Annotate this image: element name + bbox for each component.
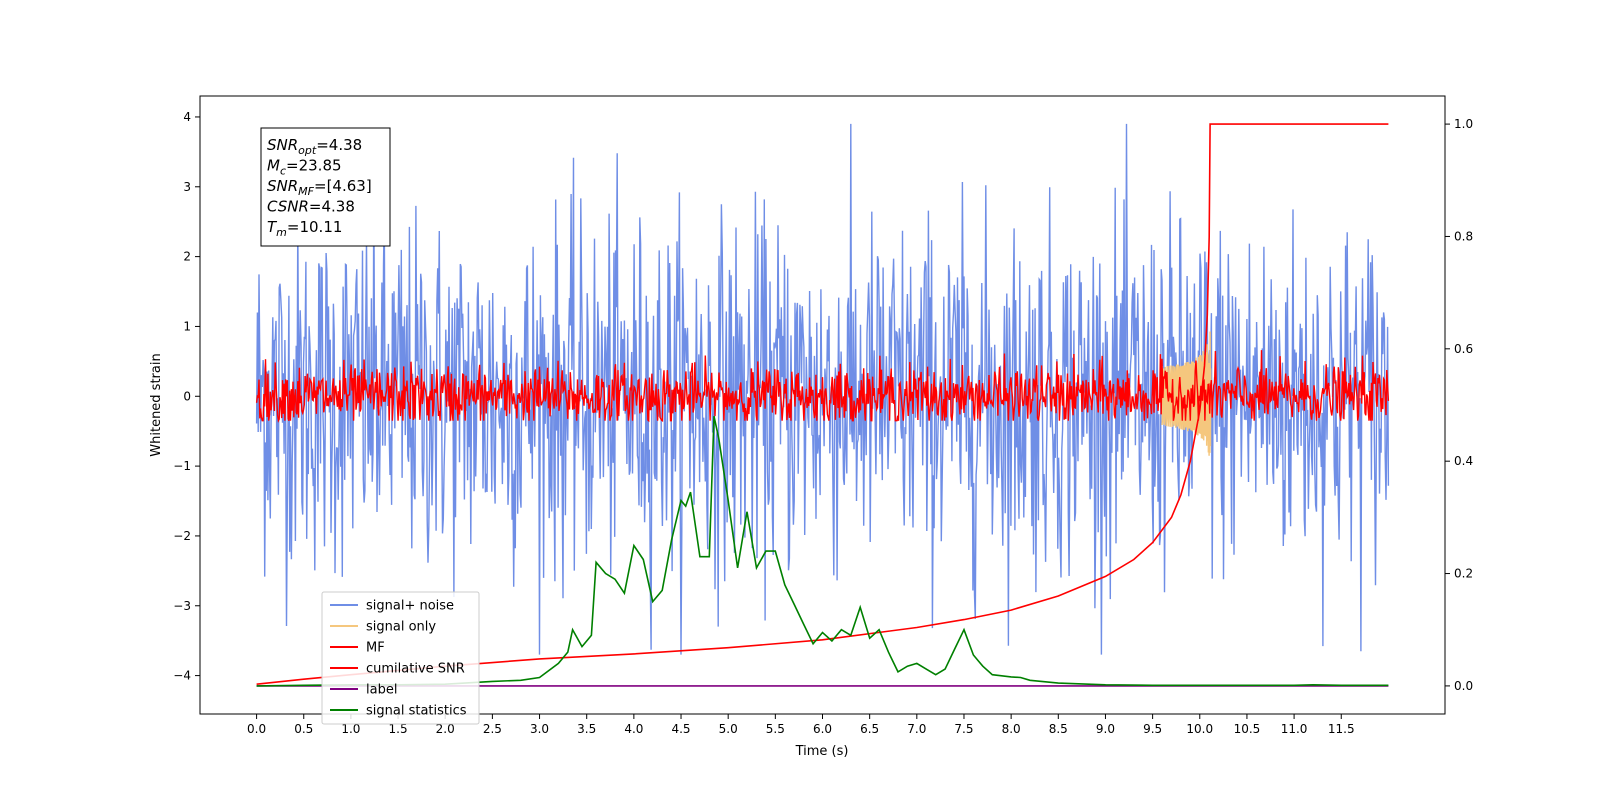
- legend-label: signal+ noise: [366, 599, 454, 614]
- annotation-subscript: c: [280, 165, 286, 178]
- x-tick-label: 2.5: [483, 722, 502, 736]
- legend-label: signal statistics: [366, 704, 467, 719]
- y2-tick-label: 0.6: [1454, 342, 1473, 356]
- annotation-lines: SNRopt=4.38Mc=23.85SNRMF=[4.63]CSNR=4.38…: [267, 136, 372, 239]
- y2-tick-label: 0.0: [1454, 679, 1473, 693]
- x-tick-label: 11.0: [1281, 722, 1308, 736]
- annotation-value: =4.38: [309, 198, 355, 216]
- x-tick-label: 4.0: [624, 722, 643, 736]
- annotation-value: =10.11: [287, 218, 343, 236]
- x-tick-label: 1.0: [341, 722, 360, 736]
- x-tick-label: 0.5: [294, 722, 313, 736]
- x-tick-label: 9.0: [1096, 722, 1115, 736]
- plot-area: [255, 123, 1390, 687]
- x-tick-label: 0.0: [247, 722, 266, 736]
- annotation-value: =4.38: [316, 136, 362, 154]
- legend-label: MF: [366, 641, 385, 656]
- annotation-symbol: SNR: [267, 177, 298, 195]
- x-axis: 0.0 0.5 1.0 1.5 2.0 2.5 3.0 3.5 4.0 4.5 5.0 5.5 6.0 6…: [247, 714, 1355, 736]
- x-tick-label: 10.5: [1234, 722, 1261, 736]
- x-tick-label: 5.0: [719, 722, 738, 736]
- series-signal-statistics: [256, 416, 1389, 687]
- annotation-value: =23.85: [286, 157, 342, 175]
- annotation-value: =[4.63]: [314, 177, 372, 195]
- x-tick-label: 11.5: [1328, 722, 1355, 736]
- y-tick-label: −1: [173, 459, 191, 473]
- annotation-symbol: SNR: [267, 136, 298, 154]
- annotation-subscript: m: [276, 226, 287, 239]
- annotation-symbol: CSNR: [267, 198, 309, 216]
- y2-tick-label: 1.0: [1454, 117, 1473, 131]
- legend-label: cumilative SNR: [366, 662, 465, 677]
- x-tick-label: 5.5: [766, 722, 785, 736]
- y-tick-label: −3: [173, 599, 191, 613]
- x-tick-label: 4.5: [671, 722, 690, 736]
- legend-frame: [321, 591, 480, 725]
- y-tick-label: 4: [183, 110, 191, 124]
- annotation-subscript: opt: [298, 144, 317, 157]
- y-axis-left: 4 3 2 1 0 −1 −2 −3 −4: [173, 110, 200, 683]
- y-axis-right: 1.0 0.8 0.6 0.4 0.2 0.0: [1445, 117, 1473, 693]
- x-tick-label: 7.5: [954, 722, 973, 736]
- x-tick-label: 6.5: [860, 722, 879, 736]
- y2-tick-label: 0.2: [1454, 567, 1473, 581]
- annotation-line: SNRopt=4.38: [267, 136, 362, 157]
- x-tick-label: 7.0: [907, 722, 926, 736]
- y-axis-label: Whitened strain: [149, 353, 164, 456]
- y2-tick-label: 0.8: [1454, 229, 1473, 243]
- y2-tick-label: 0.4: [1454, 454, 1473, 468]
- x-tick-label: 8.0: [1002, 722, 1021, 736]
- series-signal-only: [1161, 331, 1212, 456]
- series-mf: [255, 350, 1390, 423]
- annotation-frame: [260, 127, 391, 247]
- y-tick-label: 2: [183, 250, 191, 264]
- x-tick-label: 6.0: [813, 722, 832, 736]
- x-tick-label: 1.5: [389, 722, 408, 736]
- y-tick-label: 0: [183, 389, 191, 403]
- x-axis-label: Time (s): [795, 744, 849, 759]
- x-tick-label: 2.0: [436, 722, 455, 736]
- x-tick-label: 9.5: [1143, 722, 1162, 736]
- x-tick-label: 3.0: [530, 722, 549, 736]
- x-tick-label: 8.5: [1049, 722, 1068, 736]
- annotation-box: SNRopt=4.38Mc=23.85SNRMF=[4.63]CSNR=4.38…: [260, 127, 391, 247]
- annotation-symbol: T: [267, 218, 278, 236]
- y-tick-label: −2: [173, 529, 191, 543]
- annotation-line: Tm=10.11: [267, 218, 342, 239]
- x-tick-label: 3.5: [577, 722, 596, 736]
- legend-label: signal only: [366, 620, 436, 635]
- series-cumilative-snr: [256, 123, 1389, 685]
- annotation-line: CSNR=4.38: [267, 198, 355, 216]
- y-tick-label: 3: [183, 180, 191, 194]
- legend-label: label: [366, 683, 397, 698]
- series-signal-noise: [255, 123, 1390, 655]
- y-tick-label: −4: [173, 669, 191, 683]
- annotation-subscript: MF: [298, 185, 314, 198]
- x-tick-label: 10.0: [1186, 722, 1213, 736]
- annotation-line: SNRMF=[4.63]: [267, 177, 372, 198]
- legend: signal+ noise signal only MF cumilative SNR…: [321, 591, 480, 725]
- annotation-symbol: M: [267, 157, 280, 175]
- y-tick-label: 1: [183, 319, 191, 333]
- annotation-line: Mc=23.85: [267, 157, 342, 178]
